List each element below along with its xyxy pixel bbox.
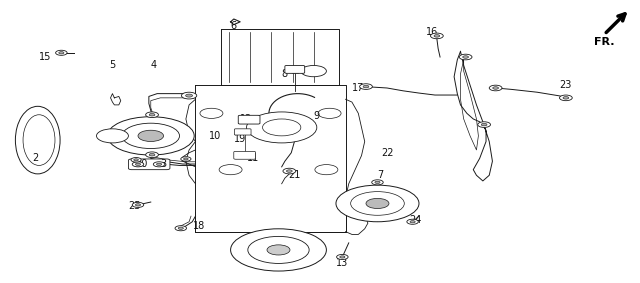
Text: 20: 20: [135, 159, 147, 169]
Circle shape: [136, 204, 141, 206]
Text: 14: 14: [116, 131, 128, 141]
Text: 2: 2: [33, 153, 39, 163]
Text: 17: 17: [352, 83, 365, 93]
Circle shape: [375, 181, 380, 183]
Circle shape: [108, 117, 194, 155]
Text: 23: 23: [559, 80, 572, 90]
FancyBboxPatch shape: [234, 129, 251, 135]
Text: 12: 12: [241, 114, 253, 124]
Circle shape: [149, 113, 155, 116]
Text: 16: 16: [426, 27, 438, 37]
Text: 22: 22: [381, 148, 394, 158]
Text: 6: 6: [231, 21, 237, 31]
Circle shape: [372, 180, 383, 185]
Circle shape: [366, 198, 389, 209]
Circle shape: [301, 65, 326, 77]
Text: 4: 4: [151, 61, 157, 70]
Text: 15: 15: [39, 52, 52, 62]
Circle shape: [186, 94, 193, 97]
Circle shape: [136, 163, 141, 166]
Circle shape: [157, 163, 162, 166]
Text: 21: 21: [288, 170, 301, 180]
Circle shape: [410, 221, 415, 223]
FancyBboxPatch shape: [285, 65, 305, 73]
Circle shape: [154, 162, 165, 167]
Circle shape: [493, 87, 499, 89]
Circle shape: [559, 95, 572, 101]
Circle shape: [184, 158, 188, 160]
FancyBboxPatch shape: [350, 197, 405, 217]
Text: 10: 10: [209, 131, 221, 141]
Circle shape: [180, 157, 191, 161]
Text: 3: 3: [161, 159, 166, 169]
Circle shape: [134, 159, 138, 161]
Circle shape: [489, 85, 502, 91]
Circle shape: [287, 170, 292, 172]
Circle shape: [181, 92, 196, 99]
Circle shape: [146, 152, 159, 158]
Circle shape: [563, 97, 569, 99]
Text: FR.: FR.: [594, 37, 614, 47]
Circle shape: [146, 112, 159, 117]
Circle shape: [434, 35, 440, 37]
Circle shape: [340, 256, 345, 258]
Circle shape: [59, 52, 64, 54]
Circle shape: [149, 153, 155, 156]
Circle shape: [363, 85, 369, 88]
Text: 24: 24: [410, 215, 422, 225]
Circle shape: [178, 227, 184, 230]
Text: 8: 8: [282, 69, 288, 79]
Text: 9: 9: [314, 111, 320, 121]
Circle shape: [360, 84, 372, 89]
Circle shape: [337, 254, 348, 260]
Text: 7: 7: [378, 170, 384, 180]
Circle shape: [230, 229, 326, 271]
Circle shape: [318, 108, 341, 118]
Text: 5: 5: [109, 61, 116, 70]
FancyBboxPatch shape: [234, 151, 255, 159]
Circle shape: [132, 162, 144, 167]
Circle shape: [336, 185, 419, 222]
Circle shape: [131, 158, 141, 162]
Circle shape: [246, 112, 317, 143]
Circle shape: [481, 123, 487, 126]
Text: 13: 13: [336, 258, 348, 268]
Circle shape: [477, 122, 490, 127]
Circle shape: [262, 119, 301, 136]
Circle shape: [138, 130, 164, 142]
Circle shape: [460, 54, 472, 60]
Text: 19: 19: [234, 134, 246, 144]
Circle shape: [122, 123, 179, 149]
Circle shape: [315, 165, 338, 175]
Circle shape: [97, 129, 129, 143]
Circle shape: [248, 236, 309, 263]
FancyBboxPatch shape: [129, 159, 170, 170]
Circle shape: [175, 226, 186, 231]
Text: 18: 18: [193, 221, 205, 231]
Circle shape: [200, 108, 223, 118]
Circle shape: [219, 165, 242, 175]
Circle shape: [132, 202, 144, 207]
Text: 25: 25: [129, 201, 141, 211]
Circle shape: [407, 219, 419, 224]
Circle shape: [56, 50, 67, 55]
Circle shape: [267, 245, 290, 255]
Text: 11: 11: [247, 153, 259, 163]
Circle shape: [463, 56, 468, 58]
Circle shape: [283, 168, 296, 174]
FancyBboxPatch shape: [238, 115, 260, 124]
Circle shape: [351, 192, 404, 215]
Circle shape: [431, 33, 444, 39]
